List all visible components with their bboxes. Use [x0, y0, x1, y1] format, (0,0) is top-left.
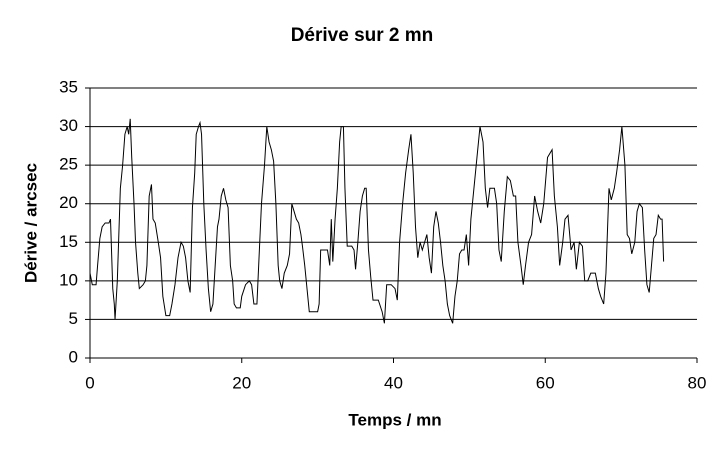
- x-tick-label: 20: [232, 373, 251, 392]
- data-line: [89, 118, 665, 324]
- y-tick-label: 10: [59, 270, 78, 289]
- y-tick-label: 35: [59, 77, 78, 96]
- y-tick-label: 30: [59, 116, 78, 135]
- x-tick-label: 80: [688, 373, 707, 392]
- x-tick-label: 60: [536, 373, 555, 392]
- x-axis-title: Temps / mn: [348, 410, 441, 429]
- y-tick-label: 5: [69, 309, 78, 328]
- y-tick-label: 20: [59, 193, 78, 212]
- y-axis-title: Dérive / arcsec: [21, 163, 40, 283]
- y-tick-label: 15: [59, 232, 78, 251]
- x-tick-label: 0: [85, 373, 94, 392]
- x-tick-label: 40: [384, 373, 403, 392]
- chart-title: Dérive sur 2 mn: [291, 25, 434, 46]
- y-tick-label: 0: [69, 347, 78, 366]
- y-tick-label: 25: [59, 155, 78, 174]
